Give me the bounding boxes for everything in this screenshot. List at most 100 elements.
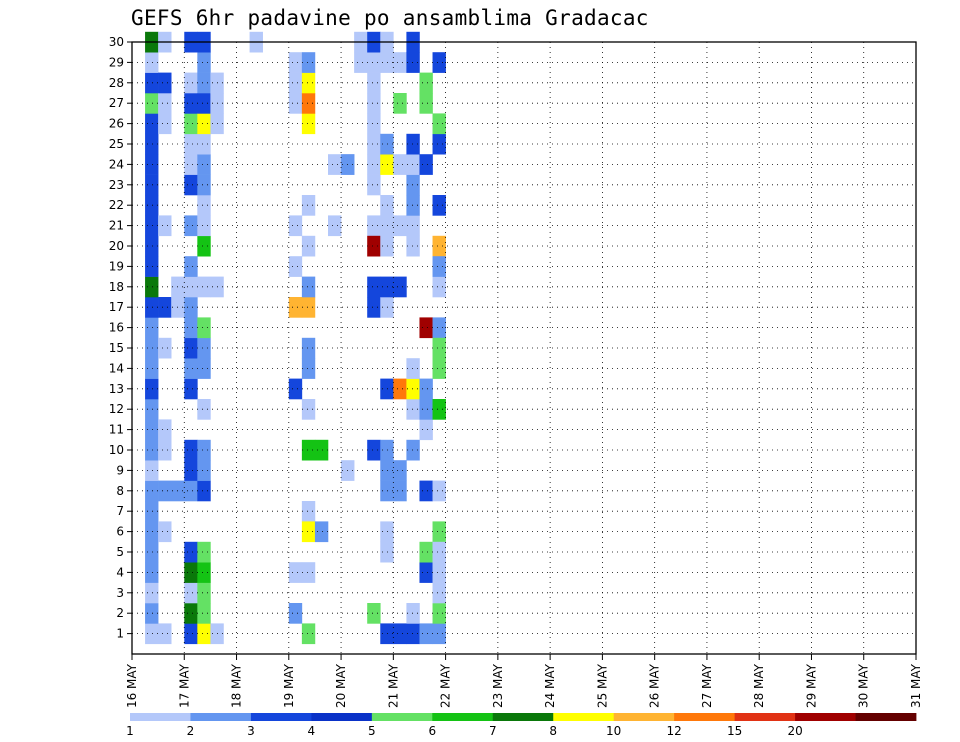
- heatmap-cell: [432, 133, 446, 155]
- heatmap-cell: [184, 337, 198, 359]
- heatmap-cell: [419, 378, 433, 400]
- colorbar-swatch: [855, 713, 917, 721]
- heatmap-cell: [184, 460, 198, 481]
- heatmap-cell: [432, 603, 446, 624]
- y-axis: 1234567891011121314151617181920212223242…: [109, 35, 132, 641]
- heatmap-cell: [419, 419, 433, 441]
- x-tick-label: 23 MAY: [491, 663, 505, 708]
- x-tick-label: 25 MAY: [595, 663, 609, 708]
- colorbar-swatch: [311, 713, 373, 721]
- heatmap-cell: [419, 317, 433, 339]
- heatmap-cell: [380, 378, 394, 400]
- heatmap-cell: [197, 337, 211, 359]
- heatmap-cell: [184, 93, 198, 114]
- heatmap-cell: [406, 603, 420, 624]
- heatmap-cell: [145, 276, 159, 298]
- y-tick-label: 7: [116, 504, 124, 518]
- x-tick-label: 17 MAY: [177, 663, 191, 708]
- x-tick-label: 24 MAY: [543, 663, 557, 708]
- heatmap-cell: [432, 235, 446, 257]
- heatmap-cell: [145, 215, 159, 237]
- heatmap-cell: [197, 215, 211, 237]
- y-tick-label: 17: [109, 300, 124, 314]
- heatmap-cell: [380, 439, 394, 461]
- colorbar-swatch: [795, 713, 856, 721]
- heatmap-cell: [158, 439, 172, 461]
- y-tick-label: 16: [109, 321, 124, 335]
- heatmap-cell: [288, 215, 303, 237]
- heatmap-cell: [197, 93, 211, 114]
- heatmap-cell: [184, 378, 198, 400]
- heatmap-cell: [301, 276, 316, 298]
- y-tick-label: 26: [109, 117, 124, 131]
- heatmap-cell: [432, 195, 446, 216]
- y-tick-label: 1: [116, 627, 124, 641]
- y-tick-label: 9: [116, 463, 124, 477]
- heatmap-cell: [301, 623, 316, 645]
- heatmap-cell: [367, 133, 381, 155]
- heatmap-cell: [158, 215, 172, 237]
- heatmap-cell: [197, 52, 211, 73]
- colorbar-swatch: [250, 713, 312, 721]
- heatmap-cell: [432, 113, 446, 135]
- y-tick-label: 19: [109, 259, 124, 273]
- colorbar-label: 6: [428, 724, 436, 738]
- heatmap-cell: [145, 317, 159, 339]
- x-tick-label: 29 MAY: [804, 663, 818, 708]
- heatmap-cell: [380, 480, 394, 502]
- colorbar-label: 5: [368, 724, 376, 738]
- heatmap-cell: [145, 399, 159, 420]
- y-tick-label: 18: [109, 280, 124, 294]
- heatmap-cell: [354, 52, 368, 73]
- colorbar-label: 3: [247, 724, 255, 738]
- heatmap-cell: [184, 317, 198, 339]
- heatmap-cell: [393, 480, 407, 502]
- heatmap-cell: [367, 52, 381, 73]
- y-tick-label: 20: [109, 239, 124, 253]
- heatmap-cell: [197, 195, 211, 216]
- heatmap-cell: [288, 297, 303, 318]
- colorbar-swatch: [553, 713, 615, 721]
- y-tick-label: 5: [116, 545, 124, 559]
- heatmap-cell: [393, 276, 407, 298]
- heatmap-cell: [314, 521, 329, 543]
- y-tick-label: 28: [109, 76, 124, 90]
- heatmap-cell: [406, 174, 420, 196]
- heatmap-cell: [301, 113, 316, 135]
- heatmap-cell: [406, 52, 420, 73]
- heatmap-cell: [314, 439, 329, 461]
- heatmap-cell: [432, 480, 446, 502]
- heatmap-cell: [367, 72, 381, 94]
- heatmap-cell: [301, 52, 316, 73]
- heatmap-cell: [145, 501, 159, 522]
- heatmap-cell: [288, 256, 303, 277]
- colorbar-label: 1: [126, 724, 134, 738]
- heatmap-cell: [197, 603, 211, 624]
- heatmap-cell: [406, 358, 420, 379]
- heatmap-cell: [367, 174, 381, 196]
- y-tick-label: 14: [109, 361, 124, 375]
- heatmap-cell: [184, 72, 198, 94]
- heatmap-cell: [419, 480, 433, 502]
- heatmap-cell: [184, 603, 198, 624]
- x-tick-label: 28 MAY: [752, 663, 766, 708]
- x-tick-label: 20 MAY: [334, 663, 348, 708]
- heatmap-cell: [432, 256, 446, 277]
- heatmap-cell: [393, 154, 407, 175]
- heatmap-cell: [184, 358, 198, 379]
- heatmap-cell: [184, 582, 198, 604]
- heatmap-cell: [328, 154, 342, 175]
- x-axis: 16 MAY 17 MAY 18 MAY 19 MAY 20 MAY 21 MAY 22 M…: [125, 654, 923, 708]
- heatmap-cell: [197, 174, 211, 196]
- heatmap-cell: [419, 154, 433, 175]
- heatmap-cell: [288, 562, 303, 583]
- heatmap-cell: [367, 297, 381, 318]
- heatmap-cell: [145, 154, 159, 175]
- heatmap-cell: [145, 541, 159, 563]
- heatmap-cell: [158, 93, 172, 114]
- heatmap-cell: [419, 541, 433, 563]
- x-tick-label: 16 MAY: [125, 663, 139, 708]
- heatmap-cell: [145, 113, 159, 135]
